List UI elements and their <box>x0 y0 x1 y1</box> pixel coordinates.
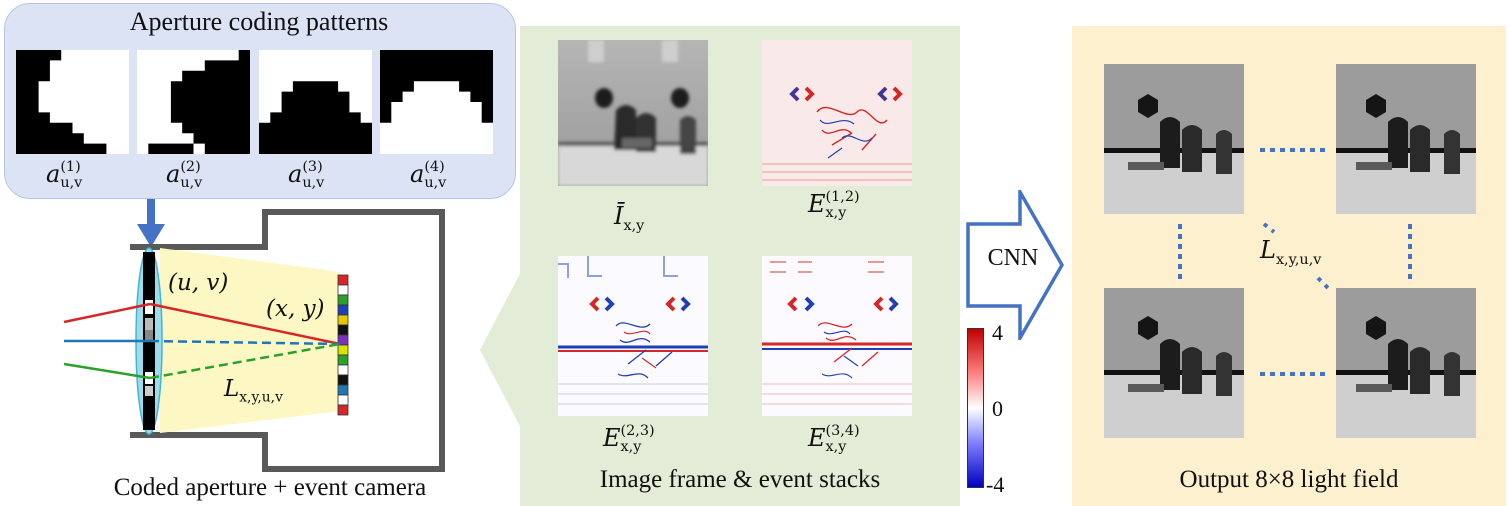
colorbar-tick-mid: 0 <box>992 396 1003 421</box>
camera-caption: Coded aperture + event camera <box>113 474 427 501</box>
aperture-pattern-3 <box>259 50 372 154</box>
cnn-arrow-label: CNN <box>987 245 1039 271</box>
pattern-symbol-2: a (2) u,v <box>166 159 203 191</box>
event-colorbar <box>967 328 984 488</box>
output-view-bottom-left <box>1104 288 1244 438</box>
aperture-pattern-4 <box>380 50 493 154</box>
event-stack-23-symbol: E (2,3) x,y <box>603 423 655 455</box>
image-frame-symbol: Īx,y <box>614 202 645 234</box>
camera-body-outline <box>130 209 445 472</box>
output-view-bottom-right <box>1336 288 1476 438</box>
light-field-label-camera: Lx,y,u,v <box>224 376 283 406</box>
middle-caption: Image frame & event stacks <box>599 466 881 493</box>
event-stack-34-symbol: E (3,4) x,y <box>808 423 860 455</box>
output-caption: Output 8×8 light field <box>1179 466 1399 493</box>
colorbar-tick-bottom: -4 <box>986 472 1005 497</box>
event-stack-12 <box>762 40 912 186</box>
image-frame <box>558 40 708 186</box>
ray-red <box>63 302 151 324</box>
pattern-symbol-1: a (1) u,v <box>46 159 83 191</box>
colorbar-tick-top: 4 <box>992 320 1003 345</box>
aperture-coordinate-label: (u, v) <box>168 270 229 296</box>
ray-green <box>63 362 151 380</box>
aperture-panel-title: Aperture coding patterns <box>129 7 389 36</box>
cnn-arrow <box>966 190 1064 340</box>
light-cone <box>160 248 340 433</box>
sensor-coordinate-label: (x, y) <box>266 296 325 322</box>
down-arrow-shaft <box>147 199 155 226</box>
aperture-pattern-1 <box>16 50 129 154</box>
event-stack-23 <box>558 256 708 416</box>
camera-diagram <box>63 199 445 472</box>
sensor-strip <box>337 274 349 416</box>
output-ellipsis-dots <box>1178 148 1412 376</box>
light-field-label-output: Lx,y,u,v <box>1260 236 1322 268</box>
down-arrow-head <box>137 224 165 247</box>
event-stack-12-symbol: E (1,2) x,y <box>808 189 860 221</box>
pattern-symbol-4: a (4) u,v <box>410 159 447 191</box>
event-stack-34 <box>762 256 912 416</box>
panel-connector <box>480 270 522 430</box>
output-view-top-left <box>1104 64 1244 214</box>
aperture-pattern-2 <box>137 50 250 154</box>
pattern-symbol-3: a (3) u,v <box>288 159 325 191</box>
output-view-top-right <box>1336 64 1476 214</box>
